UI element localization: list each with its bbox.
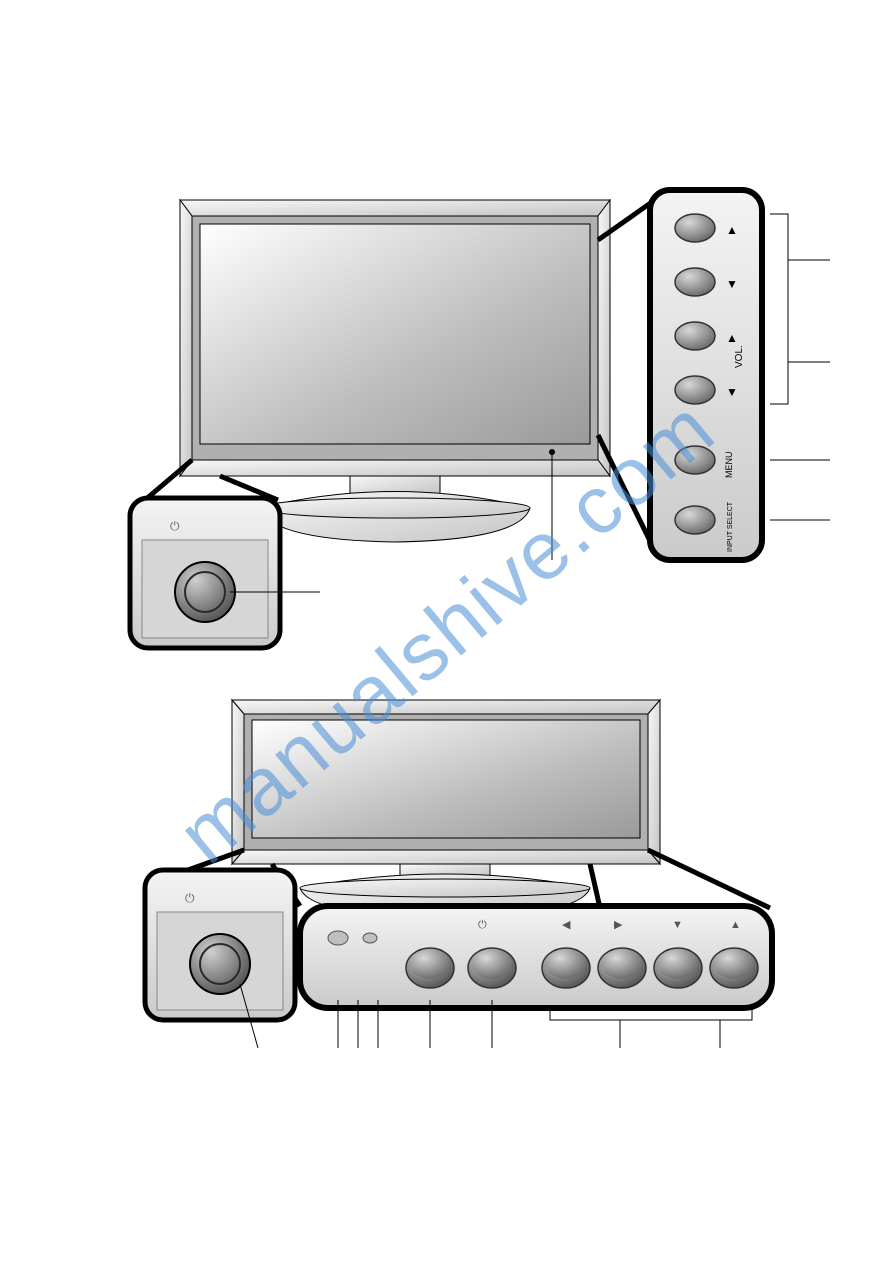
menu-label: MENU bbox=[724, 452, 734, 479]
remote-sensor bbox=[328, 931, 348, 945]
bottom-panel-callout: ⏻ ◀ ▶ ▼ ▲ bbox=[300, 906, 772, 1008]
svg-text:▲: ▲ bbox=[726, 331, 738, 345]
svg-text:⏻: ⏻ bbox=[170, 519, 180, 533]
side-panel-callout: ▲ ▼ ▲ ▼ VOL. MENU INPUT SELECT bbox=[650, 190, 762, 560]
svg-text:⏻: ⏻ bbox=[185, 891, 195, 905]
svg-text:◀: ◀ bbox=[562, 919, 571, 931]
vol-up-button[interactable] bbox=[675, 322, 715, 350]
menu-button[interactable] bbox=[675, 446, 715, 474]
svg-text:⏻: ⏻ bbox=[478, 919, 487, 931]
vol-down-button[interactable] bbox=[675, 376, 715, 404]
ch-down-button[interactable] bbox=[675, 268, 715, 296]
svg-text:▶: ▶ bbox=[614, 919, 623, 931]
power-callout-bottom: ⏻ bbox=[145, 870, 295, 1048]
svg-text:▲: ▲ bbox=[726, 223, 738, 237]
input-select-button[interactable] bbox=[675, 506, 715, 534]
figures-svg: ▲ ▼ ▲ ▼ VOL. MENU INPUT SELECT bbox=[0, 0, 893, 1263]
manual-page: ▲ ▼ ▲ ▼ VOL. MENU INPUT SELECT bbox=[0, 0, 893, 1263]
figure-top: ▲ ▼ ▲ ▼ VOL. MENU INPUT SELECT bbox=[130, 190, 830, 648]
figure-bottom: ⏻ ◀ ▶ ▼ ▲ bbox=[145, 700, 772, 1048]
svg-text:▼: ▼ bbox=[672, 919, 683, 931]
vol-label: VOL. bbox=[734, 345, 745, 368]
svg-text:▲: ▲ bbox=[730, 919, 741, 931]
input-select-label: INPUT SELECT bbox=[727, 501, 734, 552]
tv-top bbox=[180, 200, 610, 542]
svg-text:▼: ▼ bbox=[726, 277, 738, 291]
svg-text:▼: ▼ bbox=[726, 385, 738, 399]
ch-up-button[interactable] bbox=[675, 214, 715, 242]
led-indicator bbox=[363, 933, 377, 943]
right-brackets bbox=[770, 214, 830, 520]
